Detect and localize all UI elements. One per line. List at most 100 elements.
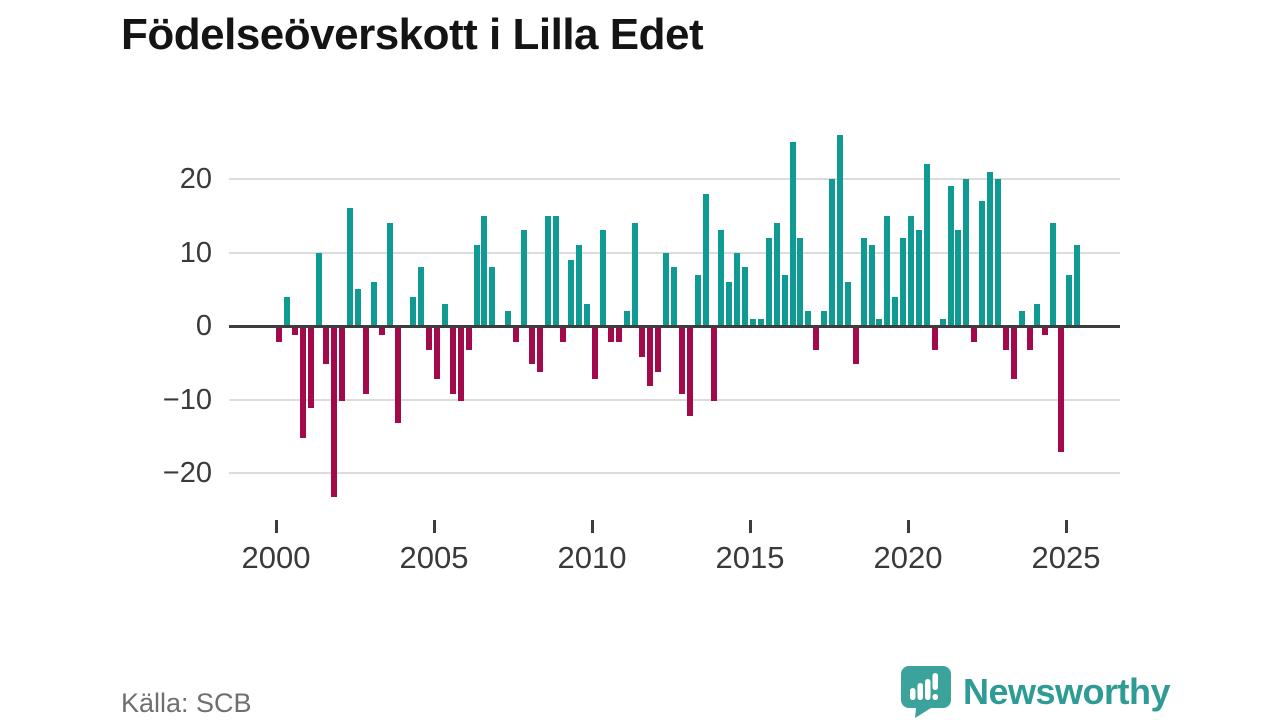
bar — [513, 327, 519, 343]
bar — [536, 327, 543, 372]
bar — [1058, 327, 1065, 453]
bar — [355, 289, 361, 326]
bar — [560, 327, 567, 343]
bar — [797, 237, 804, 326]
bar — [860, 237, 867, 326]
gridline — [229, 178, 1120, 180]
x-tick-label: 2000 — [241, 540, 311, 575]
bar — [963, 179, 970, 326]
bar — [686, 327, 693, 416]
bar — [900, 237, 907, 326]
bar — [915, 230, 922, 326]
x-tick-label: 2015 — [715, 540, 785, 575]
bar — [323, 327, 330, 365]
bar — [339, 327, 346, 401]
bar — [1042, 327, 1049, 335]
bar — [1050, 223, 1057, 326]
bar — [678, 327, 685, 394]
y-tick-label: 0 — [195, 310, 212, 342]
bar — [315, 252, 322, 326]
bar — [789, 142, 796, 326]
bar — [1073, 245, 1080, 326]
bar — [592, 327, 598, 379]
x-tick-label: 2010 — [557, 540, 627, 575]
bar — [291, 327, 298, 335]
bar — [710, 327, 717, 401]
bar — [331, 327, 338, 497]
bar — [765, 237, 772, 326]
bar — [639, 327, 646, 357]
y-tick-label: −10 — [162, 383, 212, 416]
bar — [955, 230, 962, 326]
bar — [489, 267, 496, 326]
bar — [821, 311, 828, 326]
x-tick-label: 2005 — [399, 540, 469, 575]
bar — [1018, 311, 1025, 326]
bar — [283, 296, 290, 326]
bar — [773, 223, 780, 326]
bar — [702, 193, 709, 326]
bar — [505, 311, 512, 326]
bar — [829, 179, 835, 326]
gridline — [229, 472, 1120, 474]
bar — [441, 303, 448, 326]
bar — [426, 327, 433, 350]
bar — [1010, 327, 1017, 379]
bar — [694, 274, 701, 326]
y-tick-label: −20 — [162, 457, 212, 489]
bar — [750, 318, 756, 326]
x-tick-mark — [432, 520, 436, 533]
x-tick-mark — [748, 520, 752, 533]
bar — [607, 327, 614, 343]
bar — [971, 327, 978, 343]
bar — [1034, 303, 1041, 326]
bar — [844, 281, 851, 326]
bar — [307, 327, 314, 409]
source-caption: Källa: SCB — [121, 688, 252, 718]
bar — [868, 245, 875, 326]
bar — [418, 267, 425, 326]
bar — [892, 296, 899, 326]
x-tick-label: 2020 — [873, 540, 943, 575]
bar — [939, 318, 946, 326]
bar — [908, 215, 914, 326]
gridline — [229, 251, 1120, 254]
bar — [347, 208, 354, 326]
bar — [473, 245, 480, 326]
x-tick-mark — [590, 520, 594, 533]
bar — [987, 171, 993, 326]
bar — [647, 327, 654, 387]
x-tick-mark — [274, 520, 278, 533]
bar — [362, 327, 369, 394]
bar — [449, 327, 456, 394]
zero-axis-line — [229, 324, 1120, 328]
bar — [528, 327, 535, 365]
chart-title: Födelseöverskott i Lilla Edet — [121, 10, 704, 59]
bar — [1066, 274, 1072, 326]
bar — [852, 327, 859, 365]
x-tick-label: 2025 — [1031, 540, 1101, 575]
bar — [734, 252, 741, 326]
bar — [568, 259, 575, 326]
bar — [836, 134, 843, 326]
bar — [299, 327, 306, 438]
bar — [457, 327, 464, 401]
bar — [757, 318, 764, 326]
bar — [742, 267, 749, 326]
bar — [781, 274, 788, 326]
bar — [876, 318, 883, 326]
bar — [726, 281, 733, 326]
newsworthy-speech-bubble-chart-icon — [901, 666, 951, 718]
y-tick-label: 10 — [179, 236, 212, 269]
bar — [434, 327, 440, 379]
bar — [552, 215, 559, 326]
bar — [718, 230, 725, 326]
bar — [671, 267, 677, 326]
brand-logo: Newsworthy — [901, 666, 1171, 718]
bar — [276, 327, 282, 343]
bar — [931, 327, 938, 350]
bar — [994, 179, 1001, 326]
bar — [481, 215, 488, 326]
